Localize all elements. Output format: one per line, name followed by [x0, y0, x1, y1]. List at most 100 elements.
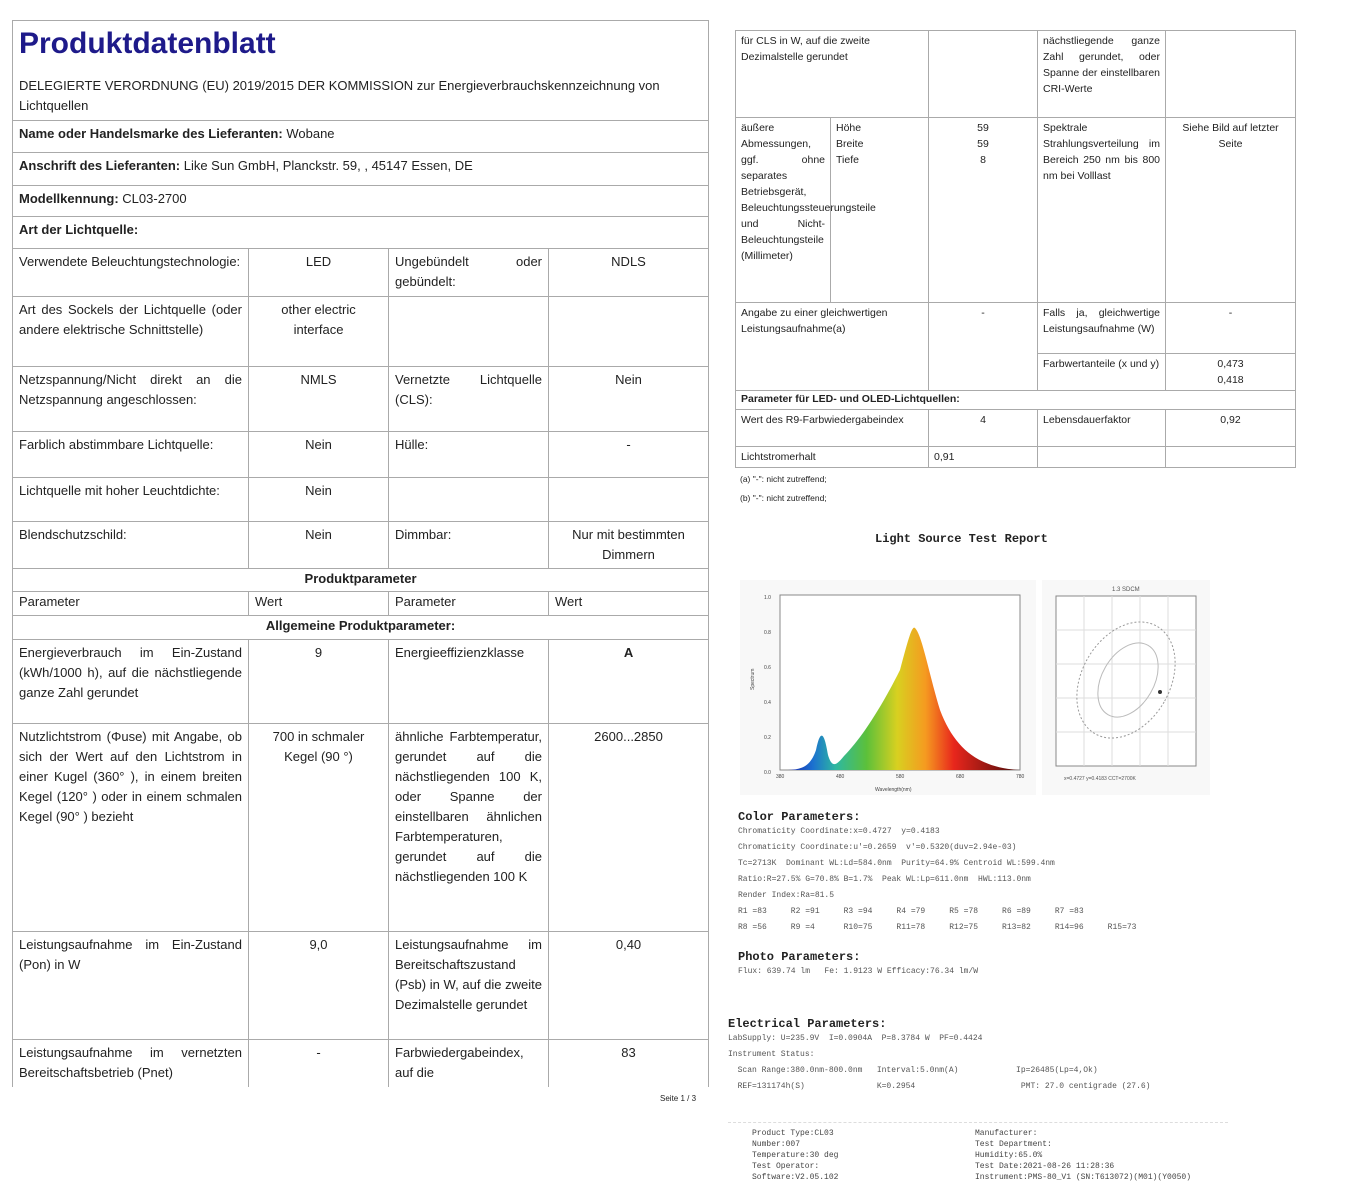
table-row: Wert des R9-Farbwiedergabeindex 4 Lebensda…: [734, 409, 1297, 447]
cell: -: [248, 1039, 389, 1087]
report-line: Product Type:CL03: [752, 1129, 834, 1138]
cell: 700 in schmaler Kegel (90 °): [248, 723, 389, 932]
y-tick-label: 0.2: [764, 735, 771, 741]
type-label: Art der Lichtquelle:: [11, 216, 710, 249]
report-footer-right: Manufacturer: Test Department: Humidity:65…: [975, 1128, 1191, 1183]
page-number: Seite 1 / 3: [660, 1094, 697, 1103]
cell: Netzspannung/Nicht direkt an die Netzspa…: [12, 366, 249, 432]
datasheet-continuation-table: für CLS in W, auf die zweite Dezimalstel…: [734, 30, 1297, 468]
y-tick-label: 0.4: [764, 700, 771, 706]
table-row: Verwendete Beleuchtungstechnologie: LED Un…: [12, 248, 710, 297]
regulation-text: DELEGIERTE VERORDNUNG (EU) 2019/2015 DER…: [11, 72, 710, 121]
table-row: Nutzlichtstrom (Φuse) mit Angabe, ob sic…: [12, 723, 710, 932]
cie-diagram: 1.3 SDCM x=0.4727 y=0.4183 CCT=2700K: [1042, 580, 1210, 795]
cell: [388, 477, 549, 522]
sdcm-label: 1.3 SDCM: [1112, 587, 1140, 593]
column-header: Wert: [547, 591, 710, 616]
column-header: Wert: [248, 591, 389, 616]
report-line: Humidity:65.0%: [975, 1151, 1043, 1160]
spectrum-curve: [784, 627, 1020, 770]
model-label: Modellkennung:: [19, 191, 119, 206]
cell: 0,92: [1165, 409, 1297, 447]
y-tick-label: 0.8: [764, 630, 771, 636]
table-row: Blendschutzschild: Nein Dimmbar: Nur mit be…: [12, 521, 710, 569]
photo-parameters-heading: Photo Parameters:: [738, 950, 861, 964]
report-line: R1 =83 R2 =91 R3 =94 R4 =79 R5 =78 R6 =8…: [738, 907, 1084, 916]
cell: Hülle:: [388, 431, 549, 478]
chromaticity-y: 0,418: [1217, 374, 1244, 386]
cell: other electric interface: [248, 296, 389, 367]
cell: Dimmbar:: [388, 521, 549, 569]
cell: [1165, 30, 1297, 118]
report-line: Render Index:Ra=81.5: [738, 891, 835, 900]
address-row: Anschrift des Lieferanten: Like Sun GmbH…: [11, 152, 710, 186]
x-tick-label: 680: [956, 774, 965, 780]
cie-caption: x=0.4727 y=0.4183 CCT=2700K: [1064, 776, 1137, 782]
spectrum-xlabel: Wavelength(nm): [875, 787, 912, 793]
x-tick-label: 780: [1016, 774, 1025, 780]
cell: Blendschutzschild:: [12, 521, 249, 569]
electrical-parameters: Electrical Parameters: LabSupply: U=235.…: [728, 1017, 1248, 1095]
product-datasheet-table: Produktdatenblatt DELEGIERTE VERORDNUNG …: [11, 20, 710, 1087]
dimensions-label: äußere Abmessungen, ggf. ohne separates …: [735, 117, 876, 303]
cell: Verwendete Beleuchtungstechnologie:: [12, 248, 249, 297]
column-header: Parameter: [388, 591, 549, 616]
model-value: CL03-2700: [122, 191, 187, 206]
y-tick-label: 1.0: [764, 595, 771, 601]
chromaticity-label: Farbwertanteile (x und y): [1037, 353, 1167, 391]
cell: [547, 477, 710, 522]
cell: Energieeffizienzklasse: [388, 639, 549, 724]
table-row: für CLS in W, auf die zweite Dezimalstel…: [734, 30, 1297, 118]
cell: -: [547, 431, 710, 478]
depth-value: 8: [980, 154, 986, 166]
report-line: Temperature:30 deg: [752, 1151, 839, 1160]
height-value: 59: [977, 122, 989, 134]
x-tick-label: 480: [836, 774, 845, 780]
electrical-parameters-heading: Electrical Parameters:: [728, 1017, 887, 1031]
cell: nächstliegende ganze Zahl gerundet, oder…: [1037, 30, 1167, 118]
cell: Vernetzte Lichtquelle (CLS):: [388, 366, 549, 432]
cell: 0,40: [547, 931, 710, 1040]
spectral-value: Siehe Bild auf letzter Seite: [1165, 117, 1297, 303]
cell: 2600...2850: [547, 723, 710, 932]
cell: Nein: [248, 477, 389, 522]
cell: für CLS in W, auf die zweite Dezimalstel…: [734, 30, 930, 118]
cell: [547, 296, 710, 367]
cell: Lichtstromerhalt: [734, 446, 930, 468]
cell: Art des Sockels der Lichtquelle (oder an…: [12, 296, 249, 367]
table-row: Farbwertanteile (x und y) 0,473 0,418: [734, 353, 1297, 391]
general-params-heading: Allgemeine Produktparameter:: [11, 615, 710, 640]
cell: Leistungsaufnahme im Bereitschaftszustan…: [388, 931, 549, 1040]
macadam-ellipse: [1076, 621, 1176, 739]
width-label: Breite: [836, 138, 864, 150]
cell: 9: [248, 639, 389, 724]
report-line: Scan Range:380.0nm-800.0nm Interval:5.0n…: [728, 1066, 1098, 1075]
table-row: Farblich abstimmbare Lichtquelle: Nein Hül…: [12, 431, 710, 478]
cell: Energieverbrauch im Ein-Zustand (kWh/100…: [12, 639, 249, 724]
cell: ähnliche Farbtemperatur, gerundet auf di…: [388, 723, 549, 932]
cell: Nutzlichtstrom (Φuse) mit Angabe, ob sic…: [12, 723, 249, 932]
address-value: Like Sun GmbH, Planckstr. 59, , 45147 Es…: [183, 158, 473, 173]
report-footer-left: Product Type:CL03 Number:007 Temperature:3…: [752, 1128, 838, 1183]
report-line: Software:V2.05.102: [752, 1173, 839, 1182]
table-row: Lichtquelle mit hoher Leuchtdichte: Nein: [12, 477, 710, 522]
footnote: (b) "-": nicht zutreffend;: [740, 493, 827, 503]
table-row: Leistungsaufnahme im Ein-Zustand (Pon) i…: [12, 931, 710, 1040]
cell: Ungebündelt oder gebündelt:: [388, 248, 549, 297]
footnote: (a) "-": nicht zutreffend;: [740, 474, 827, 484]
table-row: Netzspannung/Nicht direkt an die Netzspa…: [12, 366, 710, 432]
cell: 0,91: [928, 446, 1039, 468]
table-row: Angabe zu einer gleichwertigen Leistungs…: [734, 302, 1297, 354]
led-params-heading: Parameter für LED- und OLED-Lichtquellen…: [734, 390, 1297, 410]
column-header: Parameter: [12, 591, 249, 616]
y-tick-label: 0.0: [764, 770, 771, 776]
report-title: Light Source Test Report: [875, 532, 1048, 546]
color-parameters-heading: Color Parameters:: [738, 810, 861, 824]
supplier-label: Name oder Handelsmarke des Lieferanten:: [19, 126, 283, 141]
table-row: Leistungsaufnahme im vernetzten Bereitsc…: [12, 1039, 710, 1087]
cell: Lichtquelle mit hoher Leuchtdichte:: [12, 477, 249, 522]
report-line: R8 =56 R9 =4 R10=75 R11=78 R12=75 R13=82…: [738, 923, 1137, 932]
report-line: Chromaticity Coordinate:x=0.4727 y=0.418…: [738, 827, 940, 836]
cell: LED: [248, 248, 389, 297]
report-line: Tc=2713K Dominant WL:Ld=584.0nm Purity=6…: [738, 859, 1055, 868]
